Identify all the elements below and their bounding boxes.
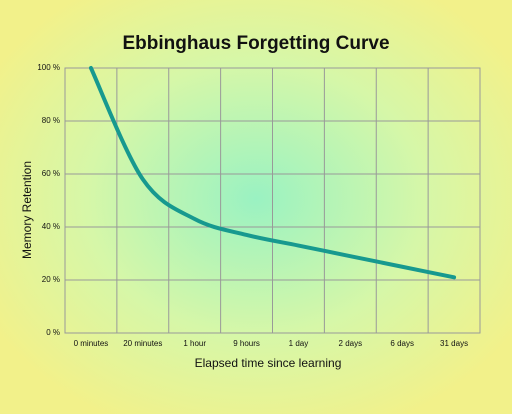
- x-tick-label: 2 days: [339, 339, 363, 348]
- x-tick-label: 0 minutes: [74, 339, 109, 348]
- x-tick-label: 6 days: [390, 339, 414, 348]
- y-tick-label: 40 %: [42, 222, 60, 231]
- chart-title: Ebbinghaus Forgetting Curve: [122, 33, 389, 54]
- x-tick-label: 9 hours: [233, 339, 260, 348]
- x-tick-label: 1 hour: [183, 339, 206, 348]
- y-tick-label: 100 %: [37, 63, 60, 72]
- y-axis-label: Memory Retention: [20, 161, 34, 259]
- x-tick-label: 20 minutes: [123, 339, 162, 348]
- x-tick-label: 1 day: [289, 339, 309, 348]
- y-tick-label: 60 %: [42, 169, 60, 178]
- x-axis-label: Elapsed time since learning: [195, 356, 342, 370]
- y-tick-label: 20 %: [42, 275, 60, 284]
- retention-line: [88, 66, 457, 280]
- x-tick-label: 31 days: [440, 339, 468, 348]
- y-tick-label: 80 %: [42, 116, 60, 125]
- y-tick-label: 0 %: [46, 328, 60, 337]
